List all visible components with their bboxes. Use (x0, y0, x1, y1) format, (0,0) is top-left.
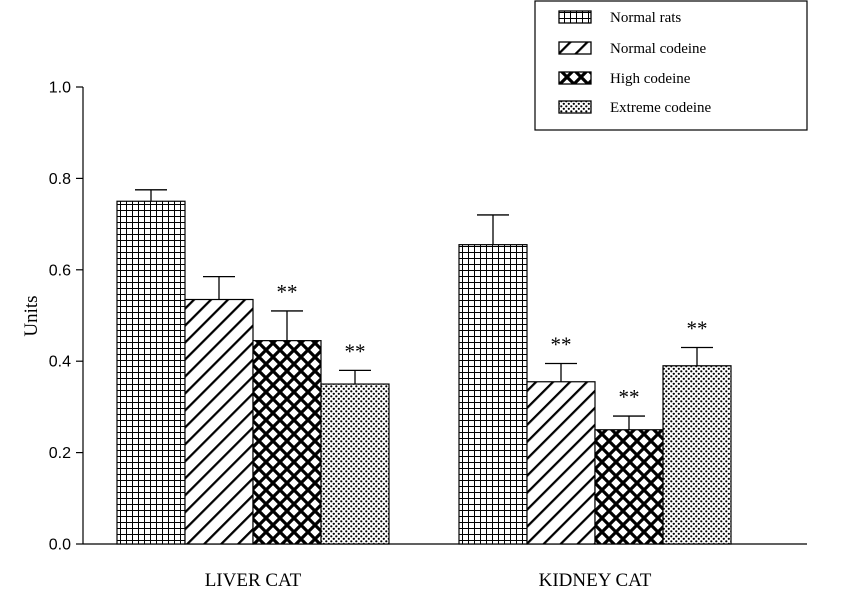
y-tick-label: 0.0 (49, 537, 71, 554)
legend-swatch (558, 10, 592, 24)
category-labels: LIVER CAT KIDNEY CAT (205, 570, 652, 591)
legend-swatch (558, 71, 592, 85)
category-label: LIVER CAT (205, 570, 302, 591)
significance-label: ** (345, 339, 366, 363)
legend-swatch (558, 41, 592, 55)
y-axis-label: Units (21, 295, 42, 336)
legend-label: High codeine (610, 71, 691, 87)
bar (320, 383, 390, 545)
legend: Normal rats Normal codeine High codeine Ext… (534, 0, 808, 131)
y-ticks: 0.0 0.2 0.4 0.6 0.8 1.0 (49, 80, 83, 554)
bar (184, 298, 254, 545)
bar (116, 200, 186, 545)
legend-label: Normal codeine (610, 41, 707, 57)
bar (662, 365, 732, 545)
significance-label: ** (619, 385, 640, 409)
significance-label: ** (277, 280, 298, 304)
significance-label: ** (551, 332, 572, 356)
y-tick-label: 0.6 (49, 262, 71, 279)
y-tick-label: 1.0 (49, 80, 71, 97)
y-tick-label: 0.2 (49, 445, 71, 462)
legend-label: Normal rats (610, 10, 681, 26)
y-tick-label: 0.8 (49, 171, 71, 188)
legend-swatch (558, 100, 592, 114)
significance-label: ** (687, 316, 708, 340)
legend-label: Extreme codeine (610, 100, 712, 116)
bar (252, 340, 322, 545)
bar (526, 381, 596, 545)
bars: ** ** ** ** ** (116, 189, 732, 545)
category-label: KIDNEY CAT (539, 570, 652, 591)
bar (458, 244, 528, 545)
bar (594, 429, 664, 545)
y-tick-label: 0.4 (49, 354, 71, 371)
